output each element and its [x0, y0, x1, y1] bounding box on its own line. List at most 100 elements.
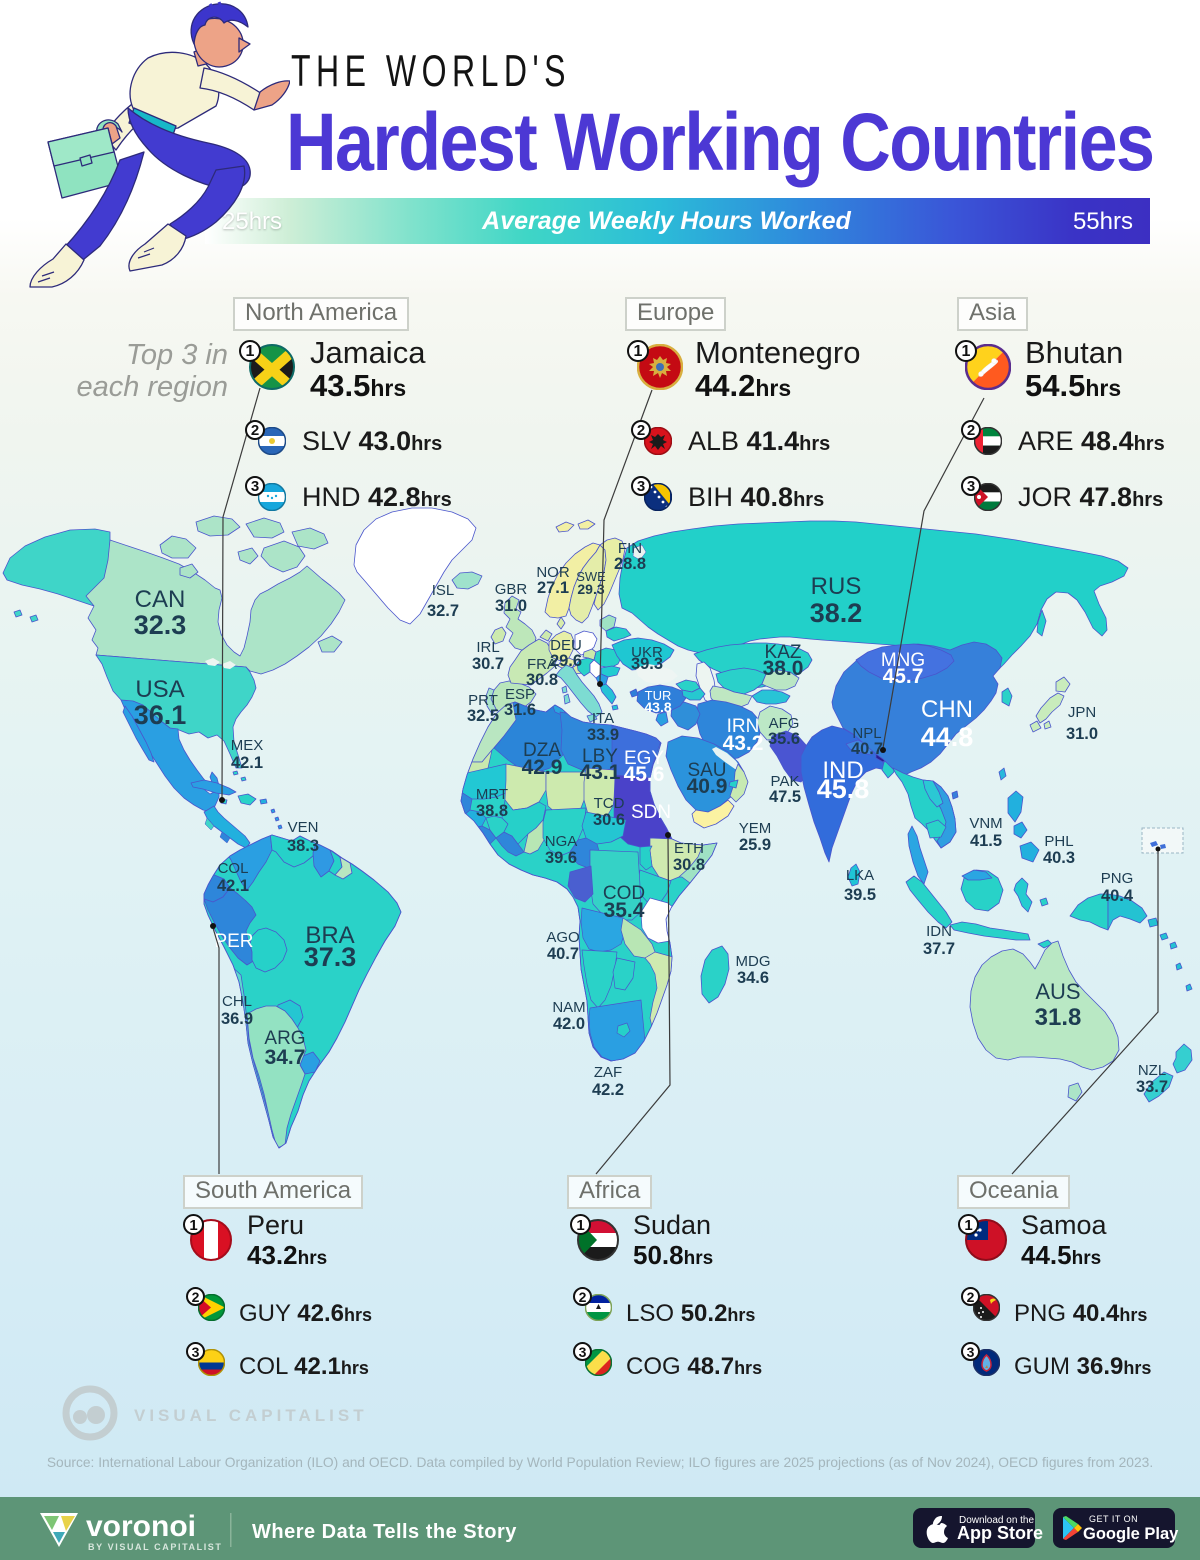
svg-text:25.9: 25.9 — [739, 836, 771, 854]
svg-text:MDG: MDG — [736, 953, 771, 970]
svg-text:IRL: IRL — [476, 639, 499, 656]
svg-text:36.9: 36.9 — [221, 1010, 253, 1028]
svg-text:LKA: LKA — [846, 867, 874, 884]
svg-text:34.6: 34.6 — [737, 969, 769, 987]
svg-text:App Store: App Store — [957, 1523, 1043, 1543]
svg-text:32.5: 32.5 — [467, 707, 499, 725]
svg-text:NGA: NGA — [545, 833, 578, 850]
svg-text:37.7: 37.7 — [923, 940, 955, 958]
svg-text:ETH: ETH — [674, 840, 704, 857]
svg-text:38.0: 38.0 — [763, 657, 804, 680]
svg-text:EGY: EGY — [624, 748, 664, 769]
svg-text:33.9: 33.9 — [587, 726, 619, 744]
svg-text:TCD: TCD — [594, 795, 625, 812]
svg-text:Where Data Tells the Story: Where Data Tells the Story — [252, 1521, 517, 1543]
svg-text:35.4: 35.4 — [604, 899, 645, 922]
svg-text:RUS: RUS — [811, 573, 862, 600]
svg-text:CHN: CHN — [921, 696, 973, 723]
svg-text:31.6: 31.6 — [504, 701, 536, 719]
svg-text:NZL: NZL — [1138, 1062, 1166, 1079]
svg-text:38.8: 38.8 — [476, 802, 508, 820]
svg-text:40.3: 40.3 — [1043, 849, 1075, 867]
svg-text:DZA: DZA — [523, 740, 561, 761]
svg-text:YEM: YEM — [739, 820, 772, 837]
svg-text:30.8: 30.8 — [526, 671, 558, 689]
svg-text:40.9: 40.9 — [687, 775, 728, 798]
svg-text:43.2: 43.2 — [723, 732, 764, 755]
svg-text:ESP: ESP — [505, 686, 535, 703]
svg-text:45.8: 45.8 — [817, 774, 870, 804]
svg-text:42.1: 42.1 — [231, 754, 263, 772]
svg-text:GET IT ON: GET IT ON — [1089, 1514, 1138, 1524]
svg-text:IND: IND — [822, 757, 863, 784]
svg-text:voronoi: voronoi — [86, 1510, 196, 1543]
svg-text:42.0: 42.0 — [553, 1015, 585, 1033]
svg-text:42.2: 42.2 — [592, 1081, 624, 1099]
svg-text:27.1: 27.1 — [537, 579, 569, 597]
svg-text:30.6: 30.6 — [593, 811, 625, 829]
svg-text:30.8: 30.8 — [673, 856, 705, 874]
svg-text:30.7: 30.7 — [472, 655, 504, 673]
svg-text:AFG: AFG — [769, 715, 800, 732]
svg-text:42.1: 42.1 — [217, 877, 249, 895]
svg-text:47.5: 47.5 — [769, 788, 801, 806]
svg-text:IDN: IDN — [926, 923, 952, 940]
svg-text:39.6: 39.6 — [545, 849, 577, 867]
svg-text:29.6: 29.6 — [550, 652, 582, 670]
svg-text:VEN: VEN — [288, 819, 319, 836]
svg-text:COD: COD — [603, 883, 645, 904]
svg-text:SWE: SWE — [576, 569, 606, 584]
svg-text:UKR: UKR — [631, 644, 663, 661]
svg-text:AUS: AUS — [1035, 979, 1080, 1004]
svg-text:PAK: PAK — [771, 773, 800, 790]
svg-text:35.6: 35.6 — [768, 730, 800, 748]
svg-text:36.1: 36.1 — [134, 700, 187, 730]
svg-text:28.8: 28.8 — [614, 555, 646, 573]
svg-text:32.7: 32.7 — [427, 602, 459, 620]
svg-text:38.3: 38.3 — [287, 837, 319, 855]
svg-text:38.2: 38.2 — [810, 598, 863, 628]
svg-text:BRA: BRA — [305, 922, 354, 949]
svg-text:45.6: 45.6 — [624, 763, 665, 786]
svg-text:31.8: 31.8 — [1035, 1004, 1082, 1031]
svg-text:37.3: 37.3 — [304, 942, 357, 972]
svg-text:MNG: MNG — [881, 650, 925, 671]
svg-text:AGO: AGO — [546, 929, 579, 946]
svg-text:Download on the: Download on the — [959, 1515, 1034, 1526]
svg-text:TUR: TUR — [645, 688, 672, 703]
svg-text:SAU: SAU — [687, 760, 726, 781]
svg-text:32.3: 32.3 — [134, 610, 187, 640]
svg-text:PNG: PNG — [1101, 870, 1134, 887]
svg-text:IRN: IRN — [727, 716, 760, 737]
svg-text:43.8: 43.8 — [644, 699, 671, 715]
svg-text:NOR: NOR — [536, 564, 570, 581]
svg-text:ISL: ISL — [432, 582, 455, 599]
svg-text:CHL: CHL — [222, 993, 252, 1010]
svg-text:GBR: GBR — [495, 581, 528, 598]
svg-text:FRA: FRA — [527, 656, 557, 673]
svg-text:MRT: MRT — [476, 786, 508, 803]
svg-text:NPL: NPL — [852, 725, 881, 742]
svg-text:PHL: PHL — [1044, 833, 1073, 850]
svg-text:39.5: 39.5 — [844, 886, 876, 904]
svg-text:NAM: NAM — [552, 999, 585, 1016]
svg-text:FIN: FIN — [618, 540, 642, 557]
svg-text:31.0: 31.0 — [495, 597, 527, 615]
svg-text:33.7: 33.7 — [1136, 1078, 1168, 1096]
svg-text:BY VISUAL CAPITALIST: BY VISUAL CAPITALIST — [88, 1542, 223, 1552]
svg-text:ZAF: ZAF — [594, 1064, 622, 1081]
svg-text:45.7: 45.7 — [883, 665, 924, 688]
svg-text:VISUAL CAPITALIST: VISUAL CAPITALIST — [134, 1406, 368, 1425]
svg-text:LBY: LBY — [582, 746, 618, 767]
svg-text:DEU: DEU — [550, 637, 582, 654]
svg-text:CAN: CAN — [135, 586, 186, 613]
svg-text:Google Play: Google Play — [1083, 1525, 1179, 1543]
svg-text:COL: COL — [218, 860, 249, 877]
svg-text:KAZ: KAZ — [765, 642, 802, 663]
svg-text:34.7: 34.7 — [265, 1046, 306, 1069]
svg-text:SDN: SDN — [631, 802, 671, 823]
svg-text:VNM: VNM — [969, 815, 1002, 832]
svg-text:44.8: 44.8 — [921, 722, 974, 752]
svg-text:PER: PER — [214, 931, 253, 952]
svg-text:40.7: 40.7 — [547, 945, 579, 963]
